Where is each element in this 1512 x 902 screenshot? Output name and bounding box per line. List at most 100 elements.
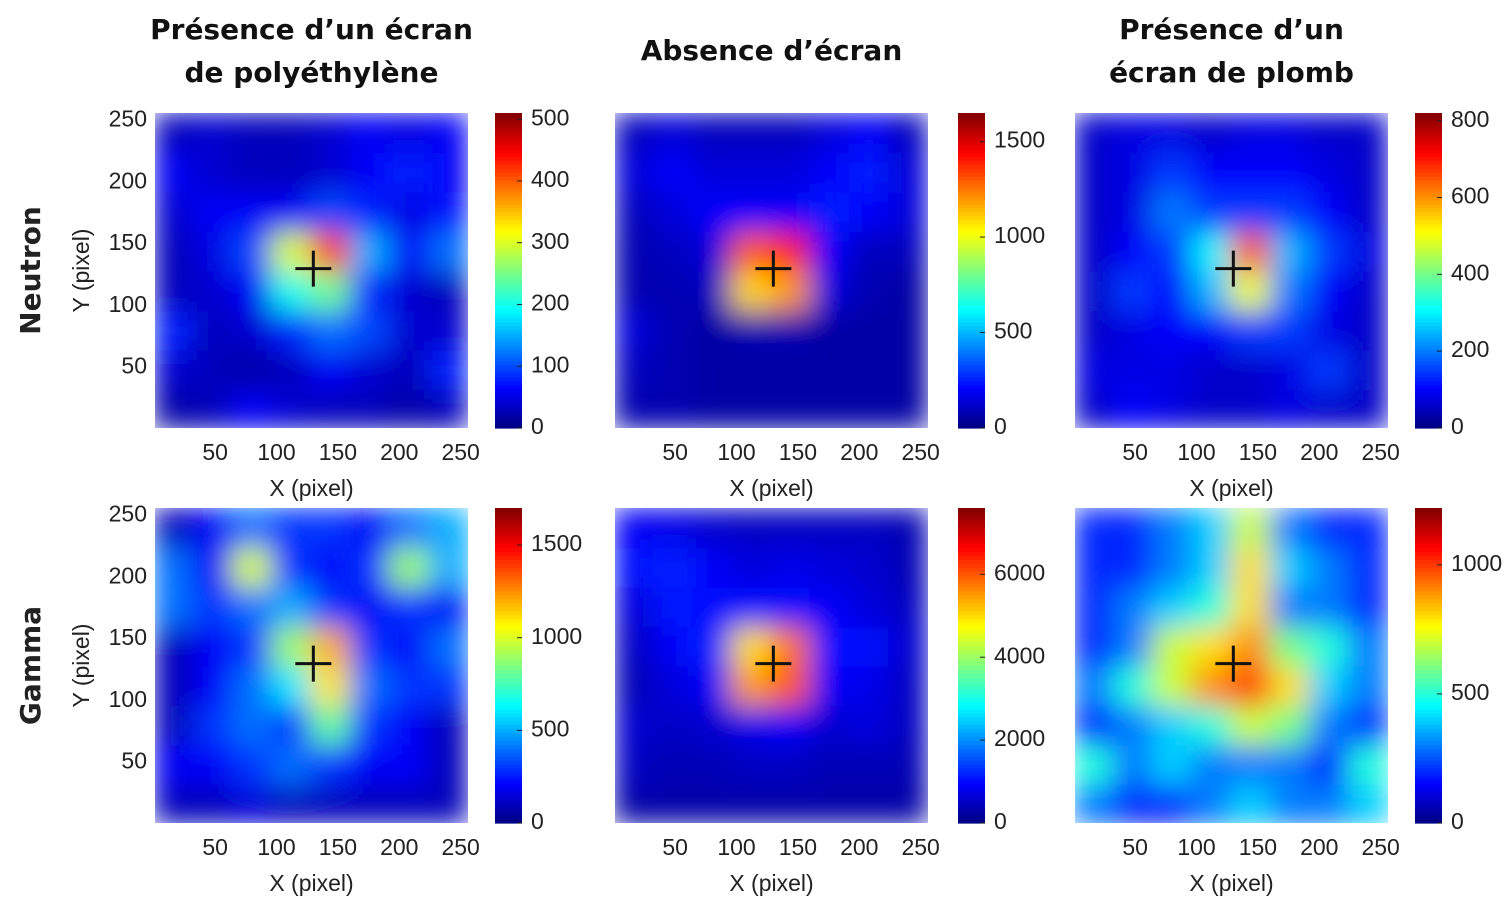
heatmap-cell (428, 508, 468, 549)
colorbar-step (495, 641, 522, 647)
colorbar-step (495, 543, 522, 548)
colorbar-step (958, 771, 985, 777)
colorbar-step (958, 567, 985, 572)
x-tick-label: 100 (1177, 439, 1215, 465)
colorbar-step (958, 819, 985, 824)
heatmap-cell (1269, 349, 1310, 391)
heatmap-cell (231, 705, 273, 746)
heatmap-cell (310, 152, 351, 193)
heatmap-cell (1151, 310, 1193, 351)
colorbar-tick-label: 0 (531, 808, 544, 834)
colorbar-step (495, 771, 522, 777)
colorbar-step (1415, 563, 1442, 568)
colorbar-step (495, 199, 522, 205)
heatmap-cell (388, 191, 430, 233)
colorbar-step (1415, 140, 1442, 146)
heatmap-cell (652, 784, 693, 823)
heatmap-cell (1348, 191, 1388, 233)
colorbar-step (958, 337, 985, 342)
heatmap-cell (1191, 744, 1232, 786)
y-tick-label: 100 (109, 686, 147, 712)
colorbar-step (958, 665, 985, 671)
colorbar-step (958, 563, 985, 568)
colorbar-step (958, 274, 985, 279)
colorbar-step (495, 740, 522, 745)
colorbar-step (495, 274, 522, 279)
colorbar-step (958, 685, 985, 690)
heatmap-cell (615, 784, 654, 823)
heatmap-cell (1308, 191, 1350, 233)
heatmap-cell (271, 389, 312, 428)
colorbar-step (1415, 132, 1442, 138)
colorbar-step (958, 795, 985, 800)
colorbar-step (1415, 400, 1442, 405)
colorbar-step (495, 563, 522, 568)
y-tick-label: 150 (109, 229, 147, 255)
colorbar-step (958, 368, 985, 374)
colorbar-step (495, 156, 522, 161)
heatmap-cell (809, 191, 850, 233)
heatmap-cell (1348, 152, 1388, 193)
heatmap-cell (888, 152, 928, 193)
heatmap-cell (615, 113, 654, 154)
heatmap-cell (1075, 744, 1114, 786)
x-tick-label: 250 (1361, 439, 1399, 465)
heatmap-cell (1348, 113, 1388, 154)
colorbar-step (1415, 697, 1442, 702)
colorbar-step (1415, 120, 1442, 126)
colorbar-step (495, 630, 522, 635)
heatmap-cell (1112, 547, 1153, 588)
heatmap-cell (1230, 270, 1271, 312)
heatmap-cell (271, 310, 312, 351)
colorbar-step (495, 258, 522, 264)
colorbar-step (1415, 412, 1442, 417)
colorbar-step (958, 630, 985, 635)
colorbar-tick-label: 0 (994, 413, 1007, 439)
colorbar-step (958, 815, 985, 820)
heatmap-cell (1230, 626, 1271, 667)
colorbar-step (958, 539, 985, 545)
colorbar-step (1415, 313, 1442, 319)
colorbar-step (495, 337, 522, 342)
colorbar-step (495, 388, 522, 394)
heatmap-cell (770, 152, 811, 193)
colorbar-step (495, 231, 522, 236)
heatmap-cell (1075, 231, 1114, 272)
heatmap-cell (1191, 547, 1232, 588)
heatmap-cell (1230, 705, 1271, 746)
row-label: Neutron (14, 206, 47, 335)
heatmap-cell (310, 270, 351, 312)
colorbar-step (958, 689, 985, 694)
colorbar-step (958, 262, 985, 268)
colorbar-step (1415, 555, 1442, 560)
heatmap-cell (888, 547, 928, 588)
y-tick-label: 50 (121, 353, 147, 379)
heatmap-cell (1191, 626, 1232, 667)
colorbar-step (495, 392, 522, 398)
heatmap-cell (1308, 508, 1350, 549)
heatmap-cell (1230, 784, 1271, 823)
colorbar-step (495, 598, 522, 604)
colorbar-step (958, 156, 985, 161)
colorbar-step (958, 168, 985, 173)
heatmap-cell (888, 626, 928, 667)
heatmap-cell (310, 626, 351, 667)
heatmap-cell (770, 508, 811, 549)
heatmap-cell (349, 586, 390, 628)
heatmap-cell (848, 270, 890, 312)
heatmap-cell (1308, 665, 1350, 707)
colorbar-step (958, 614, 985, 619)
heatmap-cell (271, 508, 312, 549)
colorbar-step (1415, 345, 1442, 350)
colorbar-step (495, 614, 522, 619)
heatmap-cell (888, 231, 928, 272)
colorbar-step (958, 598, 985, 604)
heatmap-cell (615, 547, 654, 588)
heatmap-cell (349, 744, 390, 786)
heatmap-cell (1269, 705, 1310, 746)
colorbar-step (1415, 700, 1442, 706)
heatmap-cell (388, 665, 430, 707)
heatmap-cell (809, 626, 850, 667)
colorbar-step (1415, 614, 1442, 619)
heatmap-cell (1269, 270, 1310, 312)
